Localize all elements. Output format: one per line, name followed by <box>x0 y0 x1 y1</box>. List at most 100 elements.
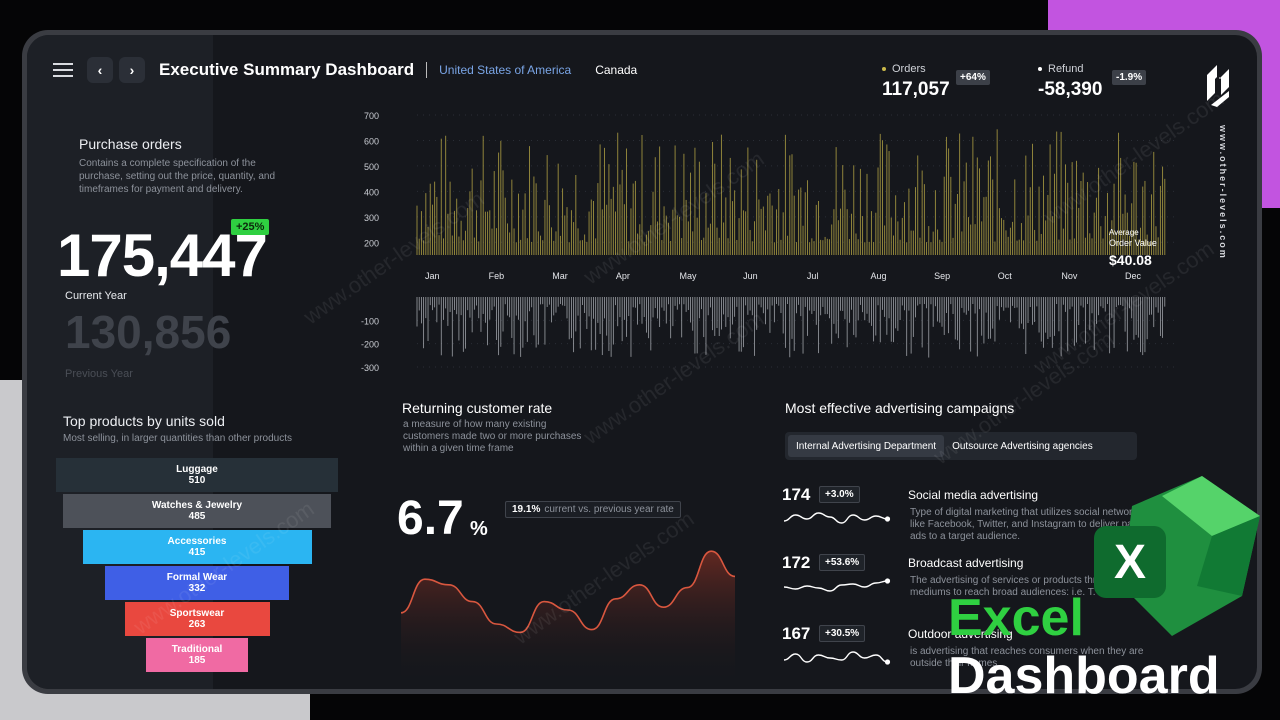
tab-internal-advertising[interactable]: Internal Advertising Department <box>788 435 945 457</box>
returning-rate-comparison: 19.1% current vs. previous year rate <box>505 501 681 518</box>
orders-kpi: Orders 117,057 +64% <box>882 63 990 101</box>
brand-logo-icon <box>1207 65 1229 107</box>
campaign-description: is advertising that reaches consumers wh… <box>910 646 1144 669</box>
aov-value: $40.08 <box>1109 252 1152 268</box>
campaign-description: The advertising of services or products … <box>910 575 1146 598</box>
campaign-description: Type of digital marketing that utilizes … <box>910 507 1143 542</box>
sparkline-path <box>783 651 888 663</box>
funnel-value: 485 <box>188 511 206 522</box>
x-tick-label: Jan <box>425 271 440 281</box>
campaign-badge: +3.0% <box>819 486 860 503</box>
aov-label: Order Value <box>1109 238 1157 248</box>
funnel-value: 510 <box>188 475 206 486</box>
campaign-value: 174 <box>782 485 811 504</box>
orders-value: 117,057 <box>882 79 950 100</box>
y-tick-label: 500 <box>364 162 379 172</box>
title-divider <box>426 62 428 78</box>
sparkline-end-dot <box>884 578 891 584</box>
vertical-url: www.other-levels.com <box>1218 125 1228 260</box>
x-tick-label: Jul <box>807 271 819 281</box>
refund-kpi: Refund -58,390 -1.9% <box>1038 63 1147 101</box>
campaign-value: 167 <box>782 624 811 643</box>
sparkline-end-dot <box>884 659 891 665</box>
x-tick-label: Mar <box>552 271 568 281</box>
sparkline-path <box>783 512 888 524</box>
menu-icon[interactable] <box>53 63 73 77</box>
funnel-label: Traditional <box>171 644 223 655</box>
funnel-bar: Formal Wear 332 <box>105 566 289 600</box>
funnel-label: Luggage <box>176 464 218 475</box>
funnel-value: 415 <box>188 547 206 558</box>
funnel-label: Formal Wear <box>166 572 228 583</box>
refund-dot-icon <box>1038 67 1042 71</box>
top-products-title: Top products by units sold <box>63 413 225 429</box>
returning-rate-unit: % <box>470 518 488 540</box>
country-tab-canada[interactable]: Canada <box>595 63 638 77</box>
funnel-bar: Accessories 415 <box>82 530 312 564</box>
refund-value: -58,390 <box>1038 79 1103 100</box>
forward-button[interactable]: › <box>119 57 145 83</box>
x-tick-label: Jun <box>743 271 758 281</box>
x-tick-label: Feb <box>489 271 505 281</box>
x-tick-label: Aug <box>870 271 886 281</box>
x-tick-label: Sep <box>934 271 950 281</box>
returning-rate-value: 6.7 <box>397 492 464 545</box>
tab-outsource-advertising[interactable]: Outsource Advertising agencies <box>952 440 1093 452</box>
x-tick-label: Nov <box>1061 271 1078 281</box>
y-tick-label: 200 <box>364 238 379 248</box>
top-products-subtitle: Most selling, in larger quantities than … <box>63 433 293 444</box>
previous-year-label: Previous Year <box>65 368 133 380</box>
rate-line <box>400 550 736 634</box>
header-bar: ‹ › Executive Summary Dashboard United S… <box>53 57 637 83</box>
x-tick-label: May <box>680 271 698 281</box>
refund-badge: -1.9% <box>1112 70 1147 85</box>
growth-badge: +25% <box>231 219 270 235</box>
purchase-orders-description: Contains a complete specification of the… <box>79 158 276 195</box>
dashboard-screen: ‹ › Executive Summary Dashboard United S… <box>27 35 1257 689</box>
current-year-label: Current Year <box>65 290 127 302</box>
funnel-value: 185 <box>188 655 206 666</box>
funnel-value: 332 <box>188 583 206 594</box>
campaign-value: 172 <box>782 553 811 572</box>
x-tick-label: Oct <box>998 271 1013 281</box>
funnel-label: Sportswear <box>169 608 225 619</box>
aov-label: Average <box>1109 228 1139 237</box>
refund-label: Refund <box>1048 63 1084 75</box>
orders-badge: +64% <box>956 70 990 85</box>
purchase-orders-title: Purchase orders <box>79 136 182 152</box>
funnel-bar: Luggage 510 <box>56 458 338 492</box>
country-tab-usa[interactable]: United States of America <box>439 63 572 77</box>
funnel-bar: Traditional 185 <box>146 638 248 672</box>
y-tick-label: 700 <box>364 111 379 121</box>
comparison-value: 19.1% <box>512 504 541 515</box>
y-tick-label: -100 <box>361 316 379 326</box>
chevron-right-icon: › <box>129 62 135 78</box>
excel-word: Excel <box>948 589 1084 647</box>
orders-refund-chart: 700 600 500 400 300 200 -100 -200 -300 Jan Feb Mar A… <box>361 111 1177 373</box>
campaign-sparkline <box>783 578 891 592</box>
excel-logo-icon: X <box>1094 476 1260 636</box>
orders-label: Orders <box>892 63 926 75</box>
returning-rate-description: a measure of how many existing customers… <box>403 419 582 454</box>
orders-dot-icon <box>882 67 886 71</box>
y-tick-label: 400 <box>364 187 379 197</box>
campaign-title: Outdoor advertising <box>908 627 1013 641</box>
chevron-left-icon: ‹ <box>97 62 103 78</box>
advertising-tabs: Internal Advertising Department Outsourc… <box>785 432 1137 460</box>
campaign-badge: +53.6% <box>819 554 866 571</box>
x-tick-label: Apr <box>616 271 630 281</box>
returning-rate-title: Returning customer rate <box>402 400 553 416</box>
back-button[interactable]: ‹ <box>87 57 113 83</box>
campaign-title: Broadcast advertising <box>908 556 1024 570</box>
campaign-sparkline <box>783 512 891 524</box>
campaign-badge: +30.5% <box>819 625 866 642</box>
funnel-label: Accessories <box>167 536 227 547</box>
x-tick-label: Dec <box>1125 271 1142 281</box>
returning-rate-area-chart <box>400 550 736 685</box>
funnel-value: 263 <box>188 619 206 630</box>
rate-area-fill <box>401 551 735 685</box>
funnel-bar: Watches & Jewelry 485 <box>63 494 331 528</box>
funnel-bar: Sportswear 263 <box>124 602 270 636</box>
svg-text:X: X <box>1114 536 1146 589</box>
